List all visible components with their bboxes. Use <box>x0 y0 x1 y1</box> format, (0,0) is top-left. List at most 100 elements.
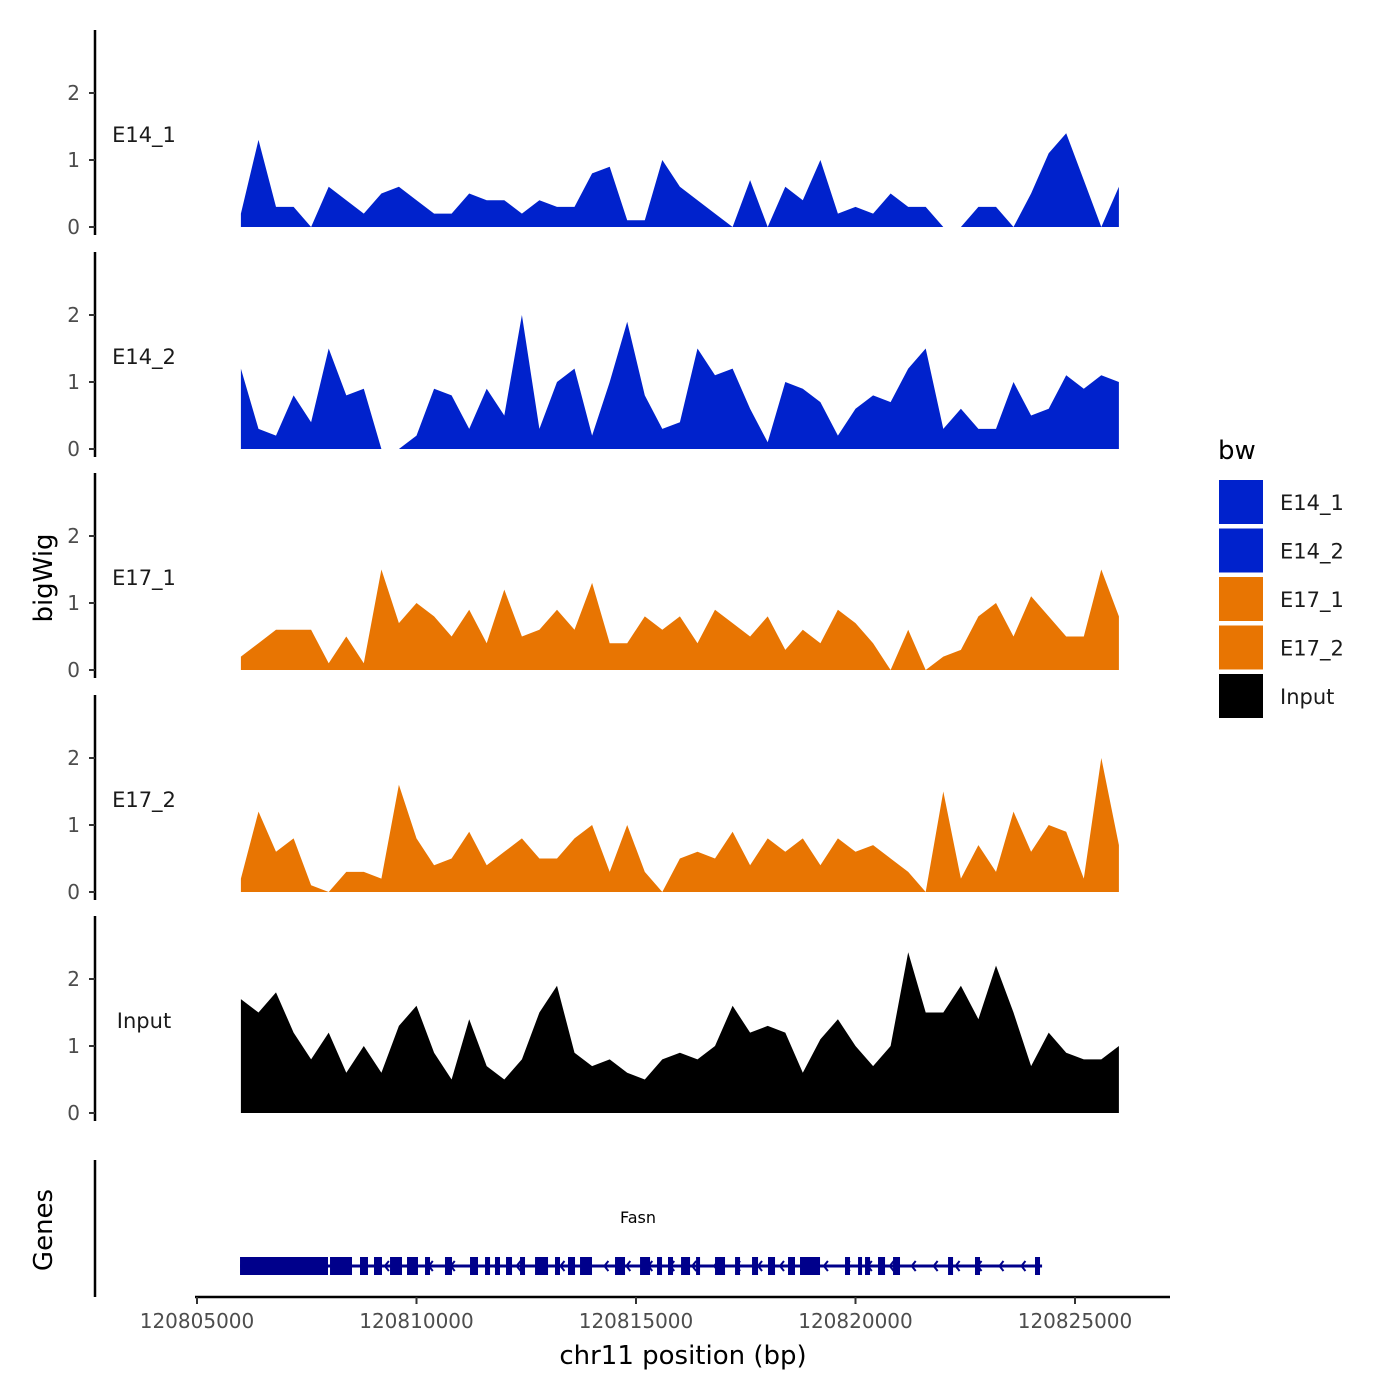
strand-arrow-icon <box>998 1260 1005 1272</box>
x-axis: 120805000 120810000 120815000 120820000 1208… <box>140 1295 1170 1333</box>
y-tick-label: 0 <box>67 658 80 682</box>
strand-arrow-icon <box>559 1260 566 1272</box>
strand-arrow-icon <box>888 1260 895 1272</box>
legend: bw E14_1 E14_2 E17_1 E17_2 Input <box>1218 436 1344 718</box>
legend-label: E17_2 <box>1280 637 1344 662</box>
exon <box>948 1257 954 1275</box>
track-input: 0 1 2 Input <box>67 916 1119 1125</box>
x-tick-label: 120810000 <box>359 1309 474 1333</box>
exon <box>555 1257 561 1275</box>
track-label: E17_1 <box>112 566 176 591</box>
x-tick-label: 120825000 <box>1018 1309 1133 1333</box>
exon <box>580 1257 593 1275</box>
y-tick-label: 2 <box>67 524 80 548</box>
area-e17_2 <box>240 758 1119 892</box>
legend-swatch <box>1219 674 1263 718</box>
strand-arrow-icon <box>690 1260 697 1272</box>
exon <box>360 1257 368 1275</box>
exon <box>407 1257 418 1275</box>
exon <box>390 1257 403 1275</box>
exon <box>974 1257 981 1275</box>
legend-label: E14_1 <box>1280 491 1344 516</box>
exon <box>878 1257 886 1275</box>
y-tick-label: 2 <box>67 967 80 991</box>
legend-label: E17_1 <box>1280 588 1344 613</box>
exon <box>800 1257 821 1275</box>
legend-swatch <box>1219 480 1263 524</box>
y-tick-label: 1 <box>67 148 80 172</box>
exon <box>506 1257 513 1275</box>
y-tick-label: 2 <box>67 746 80 770</box>
exon <box>535 1257 549 1275</box>
exon <box>240 1257 328 1275</box>
strand-arrow-icon <box>910 1260 917 1272</box>
strand-arrow-icon <box>383 1260 390 1272</box>
area-e14_2 <box>240 315 1119 449</box>
legend-title: bw <box>1218 436 1256 466</box>
track-label: E14_1 <box>112 123 176 148</box>
y-tick-label: 1 <box>67 1034 80 1058</box>
legend-label: Input <box>1280 685 1334 709</box>
track-e17_2: 0 1 2 E17_2 <box>67 695 1119 904</box>
exon <box>567 1257 576 1275</box>
exon <box>374 1257 382 1275</box>
x-tick-label: 120820000 <box>798 1309 913 1333</box>
exon <box>444 1257 453 1275</box>
exon <box>330 1257 353 1275</box>
x-tick-label: 120805000 <box>140 1309 255 1333</box>
gene-track: Fasn <box>93 1160 1043 1297</box>
exon <box>520 1257 526 1275</box>
legend-swatch <box>1219 528 1263 573</box>
strand-arrow-icon <box>954 1260 961 1272</box>
x-axis-title: chr11 position (bp) <box>559 1341 806 1371</box>
exon <box>893 1257 901 1275</box>
strand-arrow-icon <box>625 1260 632 1272</box>
strand-arrow-icon <box>515 1260 522 1272</box>
x-tick-label: 120815000 <box>579 1309 694 1333</box>
exon <box>615 1257 626 1275</box>
exon <box>485 1257 491 1275</box>
exon <box>735 1257 741 1275</box>
area-e14_1 <box>240 133 1119 227</box>
track-label: E14_2 <box>112 345 176 370</box>
y-tick-label: 0 <box>67 880 80 904</box>
area-input <box>240 952 1119 1113</box>
track-label: Input <box>117 1009 171 1033</box>
exon <box>715 1257 726 1275</box>
strand-arrow-icon <box>822 1260 829 1272</box>
track-e17_1: 0 1 2 E17_1 <box>67 473 1119 682</box>
y-tick-label: 1 <box>67 591 80 615</box>
strand-arrow-icon <box>932 1260 939 1272</box>
strand-arrow-icon <box>778 1260 785 1272</box>
genes-axis-title: Genes <box>29 1189 59 1271</box>
exon <box>681 1257 691 1275</box>
gene-name-label: Fasn <box>620 1208 656 1227</box>
exon <box>845 1257 851 1275</box>
exon <box>657 1257 663 1275</box>
strand-arrow-icon <box>603 1260 610 1272</box>
track-label: E17_2 <box>112 788 176 813</box>
exon <box>494 1257 500 1275</box>
y-axis-title: bigWig <box>29 533 59 622</box>
y-tick-label: 0 <box>67 437 80 461</box>
exon <box>752 1257 759 1275</box>
legend-swatch <box>1219 625 1263 670</box>
exon <box>425 1257 431 1275</box>
legend-swatch <box>1219 577 1263 621</box>
y-tick-label: 0 <box>67 215 80 239</box>
exon <box>1035 1257 1041 1275</box>
y-tick-label: 2 <box>67 303 80 327</box>
exon <box>865 1257 871 1275</box>
exon <box>788 1257 796 1275</box>
y-tick-label: 0 <box>67 1101 80 1125</box>
exon <box>668 1257 674 1275</box>
y-tick-label: 1 <box>67 813 80 837</box>
y-tick-label: 1 <box>67 370 80 394</box>
exon <box>858 1257 863 1275</box>
track-e14_1: 0 1 2 E14_1 <box>67 30 1119 239</box>
exon <box>470 1257 479 1275</box>
area-e17_1 <box>240 569 1119 670</box>
exon <box>640 1257 651 1275</box>
strand-arrow-icon <box>1020 1260 1027 1272</box>
